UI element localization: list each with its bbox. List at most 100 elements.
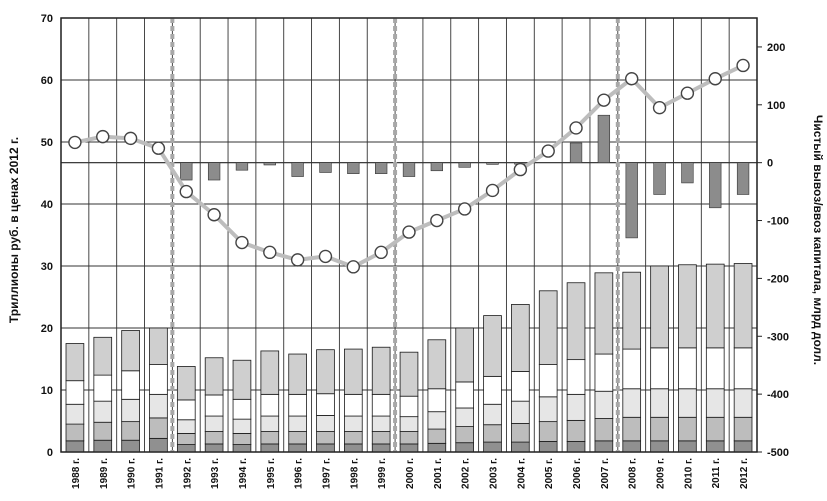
stacked-bar-segment bbox=[733, 416, 753, 442]
stacked-bar-segment bbox=[260, 415, 280, 432]
stacked-bar-segment bbox=[455, 426, 474, 444]
stacked-bar-segment bbox=[371, 443, 391, 453]
stacked-bar-segment bbox=[538, 441, 558, 453]
stacked-bar-segment bbox=[288, 353, 307, 395]
stacked-bar-segment bbox=[93, 421, 113, 441]
x-tick-label: 2003 г. bbox=[489, 458, 500, 489]
cumulative-line-marker bbox=[402, 225, 416, 239]
stacked-bars-layer bbox=[65, 263, 753, 453]
stacked-bar-segment bbox=[344, 443, 363, 453]
cumulative-line-marker bbox=[457, 202, 472, 216]
x-tick-label: 2004 г. bbox=[516, 458, 527, 489]
stacked-bar-segment bbox=[399, 416, 419, 432]
cumulative-line-marker bbox=[430, 213, 444, 228]
cumulative-line-marker bbox=[597, 93, 611, 107]
stacked-bar-segment bbox=[316, 415, 335, 432]
stacked-bar-segment bbox=[288, 393, 307, 417]
stacked-bar-segment bbox=[121, 439, 140, 453]
stacked-bar-segment bbox=[511, 423, 530, 443]
cumulative-line-marker bbox=[318, 249, 333, 264]
x-tick-label: 2011 г. bbox=[711, 458, 722, 489]
stacked-bar-segment bbox=[733, 388, 753, 418]
stacked-bar-segment bbox=[232, 418, 252, 434]
cumulative-line-marker bbox=[235, 235, 249, 250]
capital-flow-bar bbox=[375, 162, 388, 174]
capital-flow-bar bbox=[569, 142, 583, 163]
x-tick-label: 1998 г. bbox=[349, 458, 360, 489]
cumulative-line-marker bbox=[625, 72, 639, 86]
x-tick-label: 1994 г. bbox=[238, 458, 249, 489]
stacked-bar-segment bbox=[204, 357, 224, 396]
cumulative-line-marker bbox=[123, 131, 138, 146]
stacked-bar-segment bbox=[93, 336, 113, 376]
stacked-bar-segment bbox=[204, 415, 224, 432]
stacked-bar-segment bbox=[511, 304, 530, 372]
stacked-bar-segment bbox=[705, 263, 725, 349]
stacked-bar-segment bbox=[316, 443, 335, 453]
capital-flow-bar bbox=[681, 162, 694, 184]
stacked-bar-segment bbox=[594, 390, 614, 419]
stacked-bar-segment bbox=[427, 442, 447, 453]
capital-flow-bar bbox=[180, 162, 193, 181]
x-tick-label: 1993 г. bbox=[210, 458, 221, 489]
y-left-tick-label: 70 bbox=[41, 13, 53, 25]
stacked-bar-segment bbox=[455, 407, 474, 427]
y-right-tick-label: -500 bbox=[767, 447, 789, 459]
stacked-bar-segment bbox=[371, 346, 391, 395]
stacked-bar-segment bbox=[149, 437, 168, 453]
y-axis-left-title: Триллионы руб. в ценах 2012 г. bbox=[7, 137, 21, 323]
stacked-bar-segment bbox=[566, 441, 586, 453]
stacked-bar-segment bbox=[260, 443, 280, 453]
stacked-bar-segment bbox=[65, 380, 85, 405]
cumulative-line-marker bbox=[513, 162, 528, 177]
stacked-bar-segment bbox=[121, 398, 140, 423]
stacked-bar-segment bbox=[176, 366, 196, 401]
cumulative-line-marker bbox=[708, 72, 722, 86]
y-axis-right-title: Чистый вывоз/ввоз капитала, млрд долл. bbox=[811, 115, 825, 365]
stacked-bar-segment bbox=[93, 400, 113, 423]
stacked-bar-segment bbox=[427, 428, 447, 444]
x-tick-label: 1990 г. bbox=[127, 458, 138, 489]
stacked-bar-segment bbox=[650, 347, 669, 390]
stacked-bar-segment bbox=[455, 381, 474, 409]
stacked-bar-segment bbox=[455, 327, 474, 383]
stacked-bar-segment bbox=[93, 374, 113, 402]
stacked-bar-segment bbox=[483, 375, 502, 405]
stacked-bar-segment bbox=[483, 441, 502, 453]
y-left-tick-label: 50 bbox=[41, 137, 53, 149]
stacked-bar-segment bbox=[678, 264, 697, 349]
stacked-bar-segment bbox=[316, 349, 335, 395]
stacked-bar-segment bbox=[371, 431, 391, 445]
stacked-bar-segment bbox=[594, 272, 614, 355]
stacked-bar-segment bbox=[399, 443, 419, 453]
stacked-bar-segment bbox=[65, 343, 85, 382]
stacked-bar-segment bbox=[650, 265, 669, 349]
stacked-bar-segment bbox=[650, 440, 669, 453]
x-tick-label: 2007 г. bbox=[600, 458, 611, 489]
y-left-tick-label: 40 bbox=[41, 199, 53, 211]
stacked-bar-segment bbox=[705, 347, 725, 390]
stacked-bar-segment bbox=[204, 443, 224, 453]
cumulative-line-marker bbox=[68, 135, 82, 150]
stacked-bar-segment bbox=[733, 347, 753, 390]
cumulative-line-marker bbox=[569, 121, 583, 135]
x-tick-label: 1991 г. bbox=[154, 458, 165, 489]
y-right-tick-label: -300 bbox=[767, 331, 789, 343]
y-left-tick-label: 0 bbox=[47, 447, 53, 459]
stacked-bar-segment bbox=[204, 394, 224, 417]
stacked-bar-segment bbox=[705, 440, 725, 453]
stacked-bar-segment bbox=[371, 393, 391, 417]
stacked-bar-segment bbox=[204, 431, 224, 445]
stacked-bar-segment bbox=[121, 370, 140, 400]
stacked-bar-segment bbox=[344, 431, 363, 445]
cumulative-line-marker bbox=[541, 144, 555, 158]
stacked-bar-segment bbox=[511, 441, 530, 453]
stacked-bar-segment bbox=[566, 393, 586, 421]
y-right-tick-label: -200 bbox=[767, 273, 789, 285]
stacked-bar-segment bbox=[344, 393, 363, 417]
capital-flow-bar bbox=[458, 162, 471, 168]
x-tick-label: 1999 г. bbox=[377, 458, 388, 489]
cumulative-line-marker bbox=[263, 245, 277, 260]
stacked-bar-segment bbox=[176, 419, 196, 434]
